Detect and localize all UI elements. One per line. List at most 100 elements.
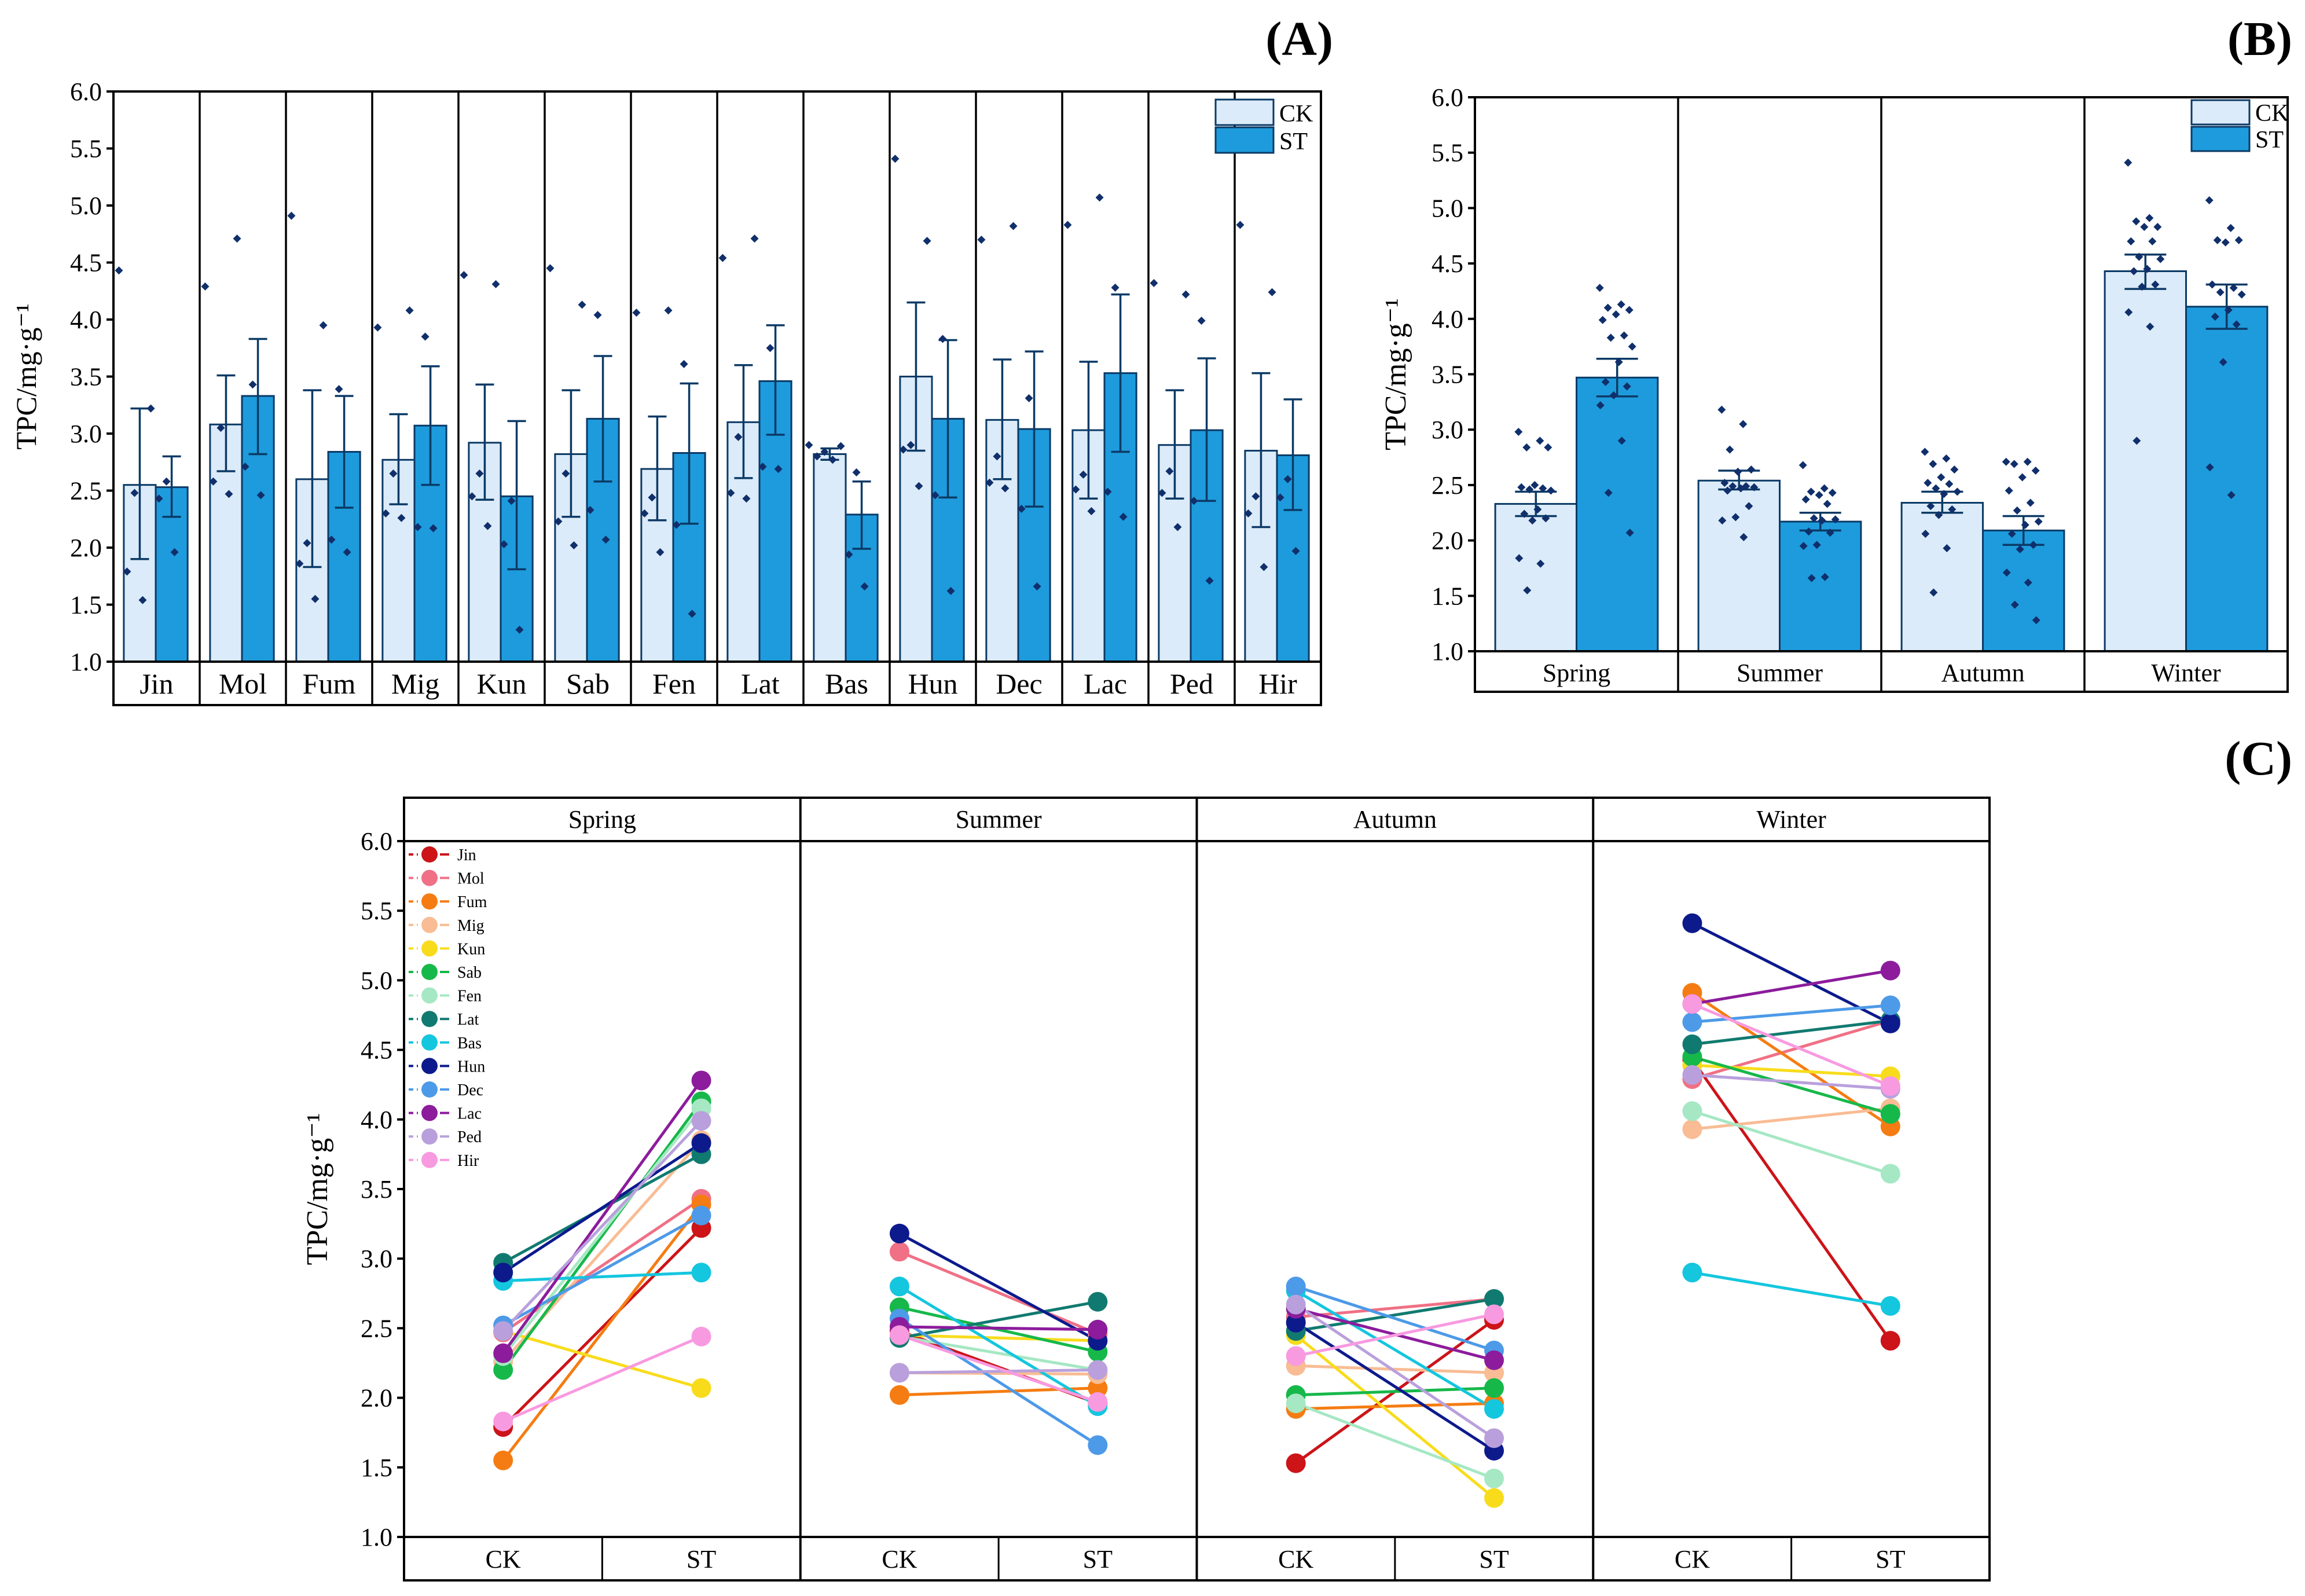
data-point bbox=[327, 535, 336, 544]
category-label: Winter bbox=[2151, 659, 2221, 687]
data-point bbox=[1515, 554, 1524, 563]
data-point bbox=[123, 567, 131, 576]
x-tick-label: ST bbox=[687, 1545, 716, 1573]
point-ped-ck bbox=[493, 1321, 513, 1341]
data-point bbox=[1601, 377, 1610, 386]
legend-marker-bas bbox=[421, 1034, 438, 1051]
data-point bbox=[1717, 405, 1726, 414]
line-lac bbox=[1692, 969, 1891, 1006]
line-sab bbox=[502, 1100, 703, 1371]
data-point bbox=[1033, 582, 1041, 590]
data-point bbox=[1921, 447, 1929, 456]
data-point bbox=[1236, 221, 1245, 229]
point-bas-st bbox=[1484, 1399, 1504, 1419]
point-kun-st bbox=[691, 1378, 711, 1398]
data-point bbox=[1536, 559, 1545, 568]
point-jin-st bbox=[1880, 1331, 1900, 1351]
data-point bbox=[2010, 600, 2019, 609]
bar-st-spring bbox=[1576, 376, 1659, 652]
category-label: Bas bbox=[825, 667, 868, 700]
data-point bbox=[1945, 479, 1954, 488]
data-point bbox=[2151, 280, 2160, 289]
data-point bbox=[2226, 223, 2235, 232]
point-jin-ck bbox=[1286, 1453, 1306, 1473]
data-point bbox=[1831, 515, 1840, 524]
panel-label-a: (A) bbox=[1265, 12, 1333, 66]
category-label: Fum bbox=[303, 667, 356, 700]
data-point bbox=[1598, 315, 1607, 324]
data-point bbox=[115, 266, 123, 275]
legend-marker-fum bbox=[421, 893, 438, 910]
x-tick-label: ST bbox=[1083, 1545, 1113, 1573]
y-tick-label: 2.0 bbox=[70, 534, 102, 562]
point-hun-st bbox=[1880, 1013, 1900, 1033]
data-point bbox=[335, 385, 343, 394]
data-point bbox=[2135, 252, 2143, 261]
legend-label-sab: Sab bbox=[457, 964, 482, 982]
category-label: Mig bbox=[391, 667, 439, 700]
legend-marker-hir bbox=[421, 1151, 438, 1168]
point-lac-ck bbox=[493, 1343, 513, 1363]
point-mol-ck bbox=[889, 1242, 909, 1262]
legend-label-lac: Lac bbox=[457, 1105, 482, 1123]
data-point bbox=[1522, 443, 1531, 452]
data-point bbox=[632, 309, 641, 317]
point-fum-ck bbox=[493, 1450, 513, 1470]
data-point bbox=[1728, 482, 1737, 490]
data-point bbox=[1818, 516, 1826, 525]
y-axis-label: TPC/mg·g⁻¹ bbox=[1379, 298, 1412, 450]
y-tick-label: 5.5 bbox=[1432, 139, 1463, 167]
data-point bbox=[1025, 394, 1033, 402]
data-point bbox=[2018, 473, 2027, 482]
bar-ck-spring bbox=[1494, 502, 1578, 652]
data-point bbox=[429, 524, 438, 533]
data-point bbox=[1940, 490, 1948, 498]
y-tick-label: 6.0 bbox=[1432, 83, 1463, 112]
line-fum bbox=[1295, 1401, 1495, 1411]
data-point bbox=[1244, 509, 1253, 518]
line-hun bbox=[502, 1142, 702, 1274]
data-point bbox=[915, 482, 923, 490]
point-ped-st bbox=[1484, 1428, 1504, 1448]
y-axis-label: TPC/mg·g⁻¹ bbox=[10, 303, 42, 450]
point-hir-ck bbox=[889, 1325, 909, 1345]
point-hir-st bbox=[1088, 1392, 1108, 1412]
data-point bbox=[1823, 500, 1831, 508]
data-point bbox=[1921, 530, 1930, 538]
line-kun bbox=[899, 1333, 1098, 1342]
line-bas bbox=[1692, 1271, 1891, 1308]
point-mig-ck bbox=[1682, 1119, 1702, 1139]
data-point bbox=[2145, 214, 2154, 222]
line-dec bbox=[1295, 1285, 1495, 1352]
data-point bbox=[2124, 308, 2133, 317]
data-point bbox=[554, 517, 563, 526]
data-point bbox=[1820, 573, 1829, 581]
data-point bbox=[845, 550, 853, 559]
data-point bbox=[906, 441, 915, 449]
data-point bbox=[170, 548, 179, 556]
point-dec-st bbox=[1088, 1435, 1108, 1455]
facet-label: Autumn bbox=[1353, 805, 1437, 834]
bar-ck-summer bbox=[1697, 479, 1781, 652]
data-point bbox=[1750, 483, 1759, 491]
data-point bbox=[1620, 331, 1628, 340]
data-point bbox=[2140, 222, 2149, 231]
y-tick-label: 1.0 bbox=[70, 648, 102, 676]
data-point bbox=[1625, 306, 1634, 314]
point-hir-st bbox=[1880, 1076, 1900, 1096]
y-tick-label: 3.0 bbox=[70, 420, 102, 448]
point-dec-ck bbox=[1286, 1276, 1306, 1297]
data-point bbox=[1926, 502, 1935, 511]
data-point bbox=[2229, 284, 2238, 292]
point-fen-st bbox=[1880, 1164, 1900, 1184]
data-point bbox=[1948, 505, 1957, 514]
line-fen bbox=[899, 1335, 1098, 1371]
data-point bbox=[1799, 542, 1808, 551]
data-point bbox=[2124, 158, 2133, 167]
data-point bbox=[2007, 530, 2016, 538]
legend-label-ck: CK bbox=[1279, 101, 1313, 127]
data-point bbox=[1017, 505, 1026, 513]
data-point bbox=[460, 271, 468, 280]
data-point bbox=[1628, 342, 1636, 351]
